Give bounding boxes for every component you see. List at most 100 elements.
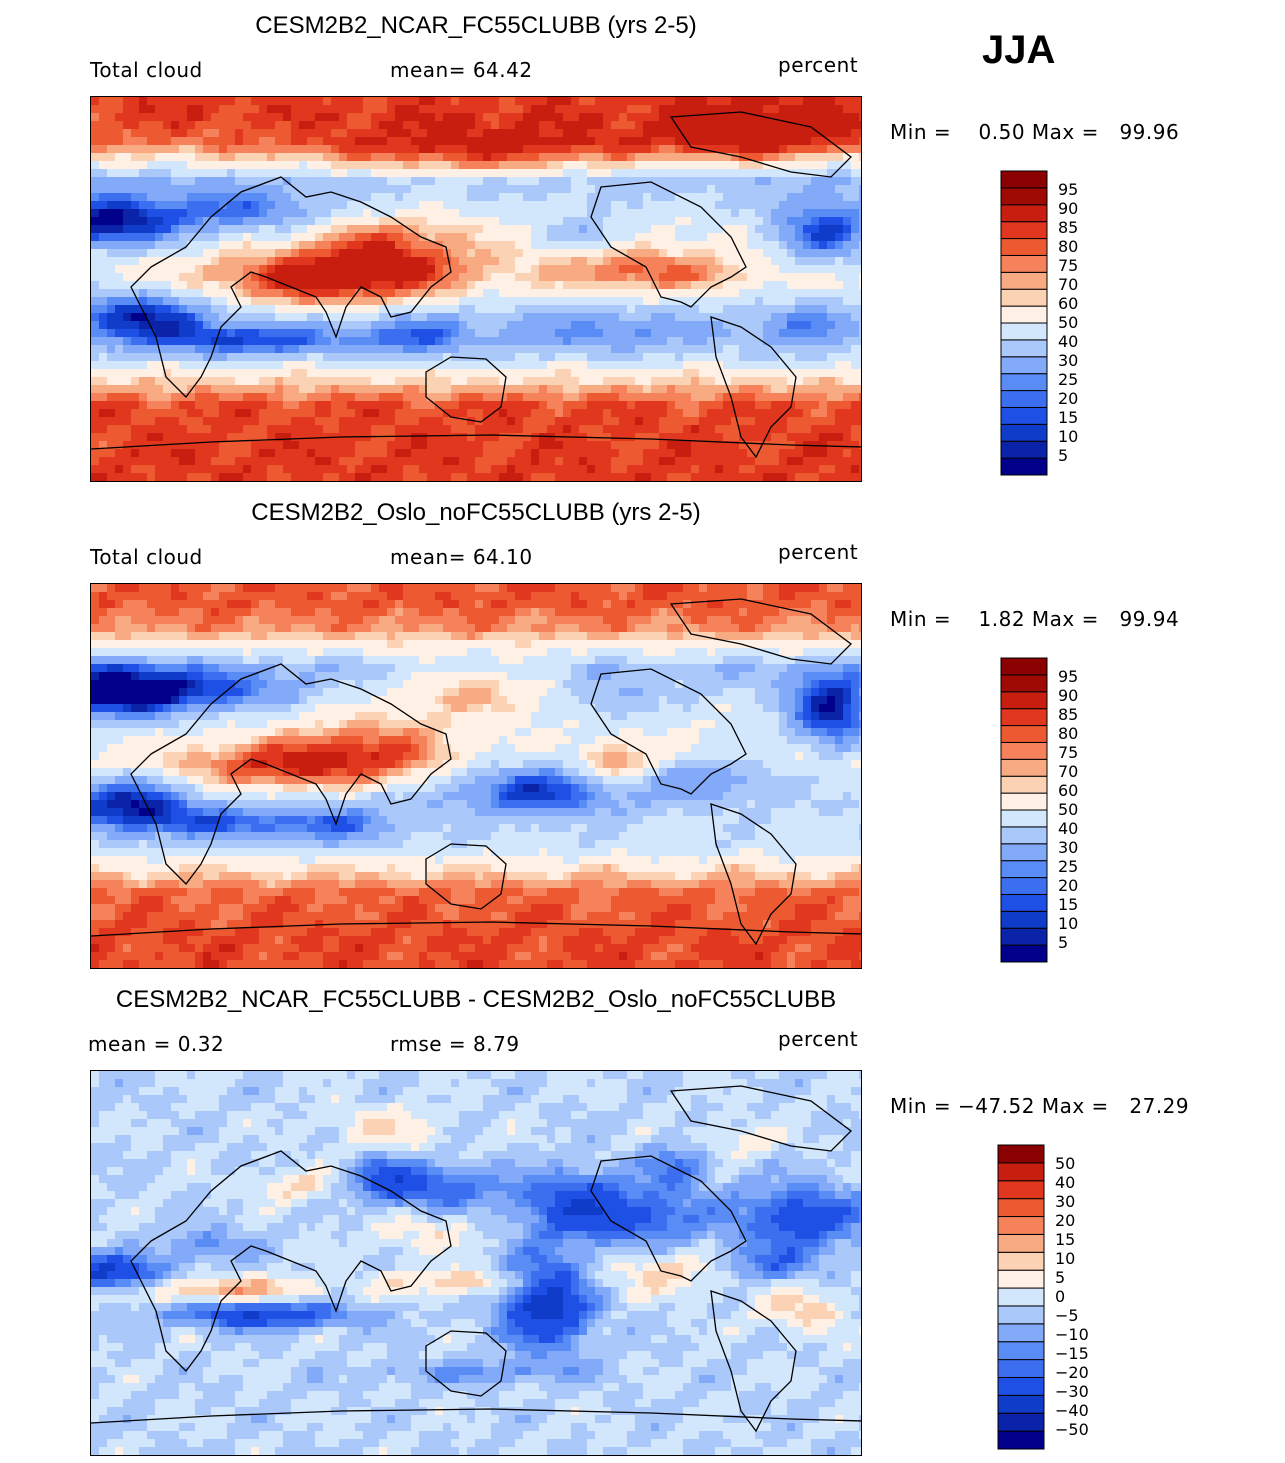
field-cell (443, 361, 451, 369)
field-cell (147, 313, 155, 321)
field-cell (427, 193, 435, 201)
field-cell (651, 369, 659, 377)
field-cell (795, 313, 803, 321)
field-cell (227, 137, 235, 145)
field-cell (851, 433, 859, 441)
field-cell (803, 97, 811, 105)
field-cell (771, 385, 779, 393)
field-cell (571, 409, 579, 417)
field-cell (267, 185, 275, 193)
field-cell (371, 169, 379, 177)
field-cell (475, 592, 483, 600)
field-cell (531, 129, 539, 137)
field-cell (555, 121, 563, 129)
field-cell (619, 161, 627, 169)
field-cell (459, 592, 467, 600)
field-cell (699, 105, 707, 113)
field-cell (579, 121, 587, 129)
field-cell (819, 321, 827, 329)
field-cell (475, 177, 483, 185)
field-cell (475, 337, 483, 345)
field-cell (315, 361, 323, 369)
field-cell (859, 289, 861, 297)
field-cell (827, 169, 835, 177)
field-cell (819, 289, 827, 297)
field-cell (323, 97, 331, 105)
field-cell (123, 481, 131, 482)
field-cell (203, 433, 211, 441)
field-cell (795, 592, 803, 600)
field-cell (699, 113, 707, 121)
field-cell (179, 297, 187, 305)
field-cell (187, 225, 195, 233)
field-cell (331, 345, 339, 353)
field-cell (355, 385, 363, 393)
field-cell (315, 201, 323, 209)
field-cell (419, 145, 427, 153)
field-cell (779, 385, 787, 393)
field-cell (531, 409, 539, 417)
field-cell (307, 369, 315, 377)
field-cell (539, 329, 547, 337)
field-cell (499, 161, 507, 169)
field-cell (635, 265, 643, 273)
field-cell (251, 592, 259, 600)
field-cell (427, 233, 435, 241)
field-cell (515, 97, 523, 105)
field-cell (779, 313, 787, 321)
field-cell (699, 305, 707, 313)
field-cell (771, 393, 779, 401)
field-cell (603, 393, 611, 401)
field-cell (539, 473, 547, 481)
field-cell (755, 385, 763, 393)
field-cell (395, 457, 403, 465)
field-cell (139, 592, 147, 600)
field-cell (107, 433, 115, 441)
field-cell (827, 457, 835, 465)
field-cell (339, 321, 347, 329)
field-cell (91, 177, 99, 185)
field-cell (379, 129, 387, 137)
field-cell (523, 337, 531, 345)
field-cell (275, 353, 283, 361)
field-cell (131, 241, 139, 249)
field-cell (155, 273, 163, 281)
field-cell (587, 441, 595, 449)
field-cell (379, 457, 387, 465)
field-cell (195, 393, 203, 401)
field-cell (667, 289, 675, 297)
field-cell (387, 217, 395, 225)
field-cell (187, 361, 195, 369)
field-cell (451, 113, 459, 121)
field-cell (259, 592, 267, 600)
field-cell (707, 449, 715, 457)
field-cell (307, 417, 315, 425)
field-cell (299, 273, 307, 281)
field-cell (755, 369, 763, 377)
field-cell (243, 433, 251, 441)
field-cell (147, 273, 155, 281)
field-cell (379, 465, 387, 473)
field-cell (835, 129, 843, 137)
field-cell (611, 353, 619, 361)
field-cell (579, 592, 587, 600)
field-cell (843, 361, 851, 369)
field-cell (267, 369, 275, 377)
field-cell (155, 433, 163, 441)
field-cell (203, 113, 211, 121)
field-cell (731, 209, 739, 217)
field-cell (267, 201, 275, 209)
field-cell (403, 161, 411, 169)
field-cell (627, 145, 635, 153)
field-cell (539, 321, 547, 329)
field-cell (643, 153, 651, 161)
field-cell (531, 385, 539, 393)
field-cell (371, 273, 379, 281)
field-cell (211, 385, 219, 393)
field-cell (555, 137, 563, 145)
field-cell (131, 457, 139, 465)
field-cell (459, 201, 467, 209)
field-cell (811, 584, 819, 592)
field-cell (259, 449, 267, 457)
field-cell (587, 401, 595, 409)
